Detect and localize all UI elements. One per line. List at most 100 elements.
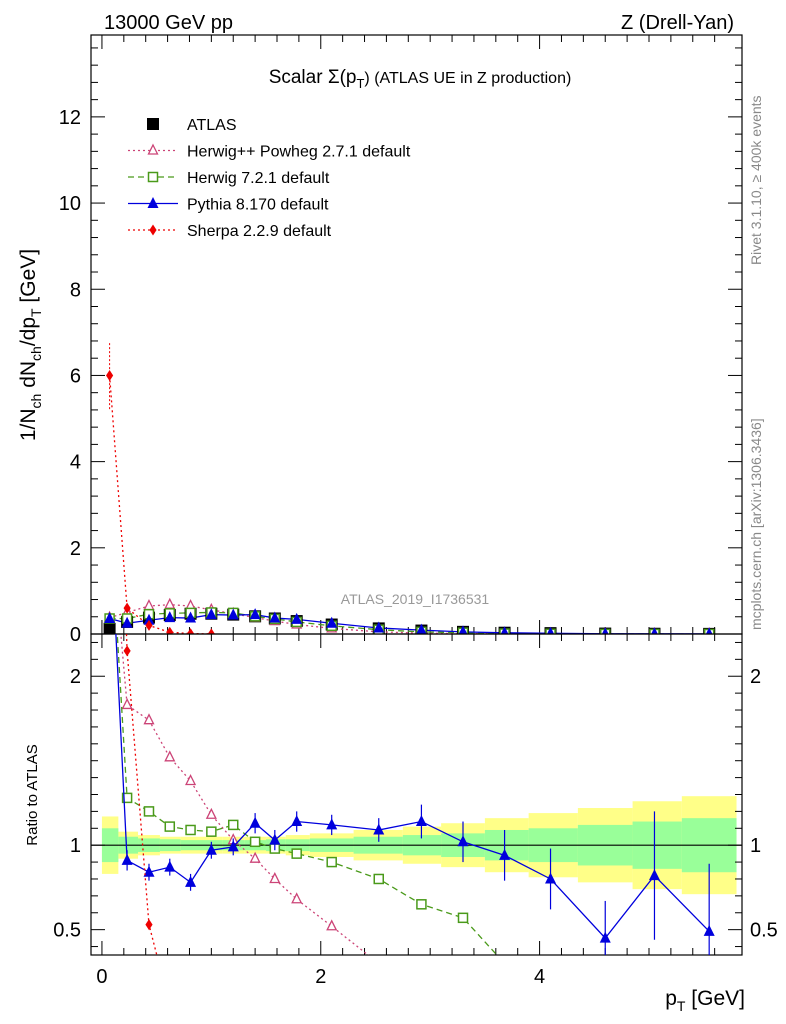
main-data-point bbox=[249, 608, 261, 620]
main-data-point bbox=[143, 599, 155, 611]
main-series-line bbox=[109, 611, 710, 634]
ratio-data-point bbox=[185, 774, 197, 786]
main-data-point bbox=[164, 611, 176, 623]
main-panel-series bbox=[103, 343, 716, 634]
legend-marker bbox=[149, 224, 157, 236]
mcplots-label: mcplots.cern.ch [arXiv:1306.3436] bbox=[748, 418, 764, 630]
plot-title: Scalar Σ(pT) (ATLAS UE in Z production) bbox=[269, 67, 572, 91]
ratio-y-tick-label: 2 bbox=[70, 666, 81, 688]
main-data-point bbox=[106, 369, 114, 381]
ratio-y-tick-label: 0.5 bbox=[53, 920, 81, 942]
ratio-panel-axes: 0.5 0.5 1 1 2 2 0 2 4 bbox=[53, 633, 778, 988]
legend-marker bbox=[147, 171, 159, 183]
ratio-data-point bbox=[143, 806, 155, 817]
main-y-tick-label: 6 bbox=[70, 365, 81, 387]
main-data-point bbox=[207, 628, 215, 634]
main-panel-axes: 0 2 4 6 8 10 12 bbox=[59, 34, 743, 646]
ratio-data-point bbox=[291, 848, 302, 859]
ratio-y-tick-label-right: 1 bbox=[750, 835, 761, 857]
main-data-point bbox=[458, 625, 468, 634]
x-tick-label: 0 bbox=[96, 966, 107, 988]
ratio-data-point bbox=[164, 821, 176, 832]
main-data-point bbox=[104, 611, 116, 623]
ratio-data-point bbox=[121, 792, 133, 804]
main-data-point bbox=[546, 626, 555, 634]
ratio-data-point bbox=[457, 912, 469, 924]
ratio-panel-series bbox=[115, 634, 715, 955]
ratio-series-clip bbox=[115, 634, 715, 955]
ratio-data-point bbox=[326, 919, 338, 931]
ratio-data-point bbox=[206, 826, 217, 837]
ratio-data-point bbox=[164, 860, 176, 872]
ratio-data-point bbox=[185, 875, 197, 887]
main-data-point bbox=[269, 611, 281, 623]
main-y-tick-label: 0 bbox=[70, 624, 81, 646]
ratio-data-point bbox=[416, 899, 427, 910]
legend-entry: Herwig++ Powheg 2.7.1 default bbox=[187, 144, 411, 161]
ratio-data-point bbox=[499, 848, 511, 860]
ratio-data-point bbox=[249, 816, 261, 828]
ratio-data-point bbox=[648, 869, 660, 881]
main-data-point bbox=[326, 616, 338, 628]
main-data-point bbox=[145, 619, 153, 631]
ratio-data-point bbox=[545, 872, 557, 884]
ratio-data-point bbox=[227, 840, 239, 852]
ratio-series-line bbox=[120, 634, 370, 955]
main-data-point bbox=[123, 602, 131, 614]
ratio-data-point bbox=[164, 750, 176, 762]
main-data-point bbox=[500, 626, 509, 634]
main-y-tick-label: 8 bbox=[70, 279, 81, 301]
main-y-tick-label: 12 bbox=[59, 107, 81, 129]
main-data-point bbox=[227, 608, 239, 620]
ratio-data-point bbox=[415, 815, 427, 827]
main-data-point bbox=[373, 621, 385, 633]
ratio-uncertainty-bands bbox=[101, 796, 737, 895]
ratio-data-point bbox=[249, 851, 261, 863]
ratio-y-tick-label: 1 bbox=[70, 835, 81, 857]
ratio-data-point bbox=[205, 843, 217, 855]
ratio-data-point bbox=[185, 824, 196, 836]
main-series-clip bbox=[103, 343, 716, 634]
ratio-data-point bbox=[143, 713, 155, 725]
ratio-data-point bbox=[227, 819, 239, 831]
main-data-point bbox=[185, 611, 197, 623]
legend-entry: Herwig 7.2.1 default bbox=[187, 170, 330, 187]
legend: ATLAS Herwig++ Powheg 2.7.1 default Herwig… bbox=[128, 117, 411, 240]
ratio-y-axis-label: Ratio to ATLAS bbox=[24, 744, 41, 845]
main-data-point bbox=[601, 627, 609, 634]
ratio-data-point bbox=[373, 823, 385, 835]
main-data-point bbox=[291, 612, 303, 624]
rivet-label: Rivet 3.1.10, ≥ 400k events bbox=[748, 95, 764, 265]
ratio-data-point bbox=[121, 853, 133, 865]
ratio-data-point bbox=[457, 835, 469, 847]
main-data-point bbox=[166, 626, 174, 634]
ratio-data-point bbox=[326, 818, 338, 830]
ratio-data-point bbox=[145, 919, 153, 931]
legend-marker bbox=[147, 118, 159, 130]
ratio-data-point bbox=[123, 645, 131, 657]
main-data-point bbox=[103, 622, 116, 634]
ratio-data-point bbox=[121, 698, 133, 710]
ratio-series-line bbox=[116, 634, 498, 955]
main-data-point bbox=[416, 623, 427, 634]
ratio-data-point bbox=[373, 873, 385, 885]
collision-energy-label: 13000 GeV pp bbox=[104, 12, 233, 34]
x-tick-label: 4 bbox=[534, 966, 545, 988]
main-series-line bbox=[108, 375, 212, 634]
x-axis-label: pT [GeV] bbox=[665, 987, 745, 1014]
analysis-watermark: ATLAS_2019_I1736531 bbox=[341, 591, 490, 607]
main-data-point bbox=[186, 628, 195, 634]
ratio-data-point bbox=[326, 856, 337, 868]
ratio-data-point bbox=[599, 931, 611, 943]
legend-entry: ATLAS bbox=[187, 117, 237, 134]
main-y-tick-label: 2 bbox=[70, 538, 81, 560]
legend-entry: Sherpa 2.2.9 default bbox=[187, 223, 332, 240]
ratio-data-point bbox=[291, 815, 303, 827]
main-y-tick-label: 4 bbox=[70, 452, 81, 474]
main-data-point bbox=[705, 627, 713, 634]
main-data-point bbox=[651, 627, 658, 634]
ratio-data-point bbox=[143, 865, 155, 877]
process-label: Z (Drell-Yan) bbox=[621, 12, 734, 34]
main-data-point bbox=[164, 597, 176, 609]
